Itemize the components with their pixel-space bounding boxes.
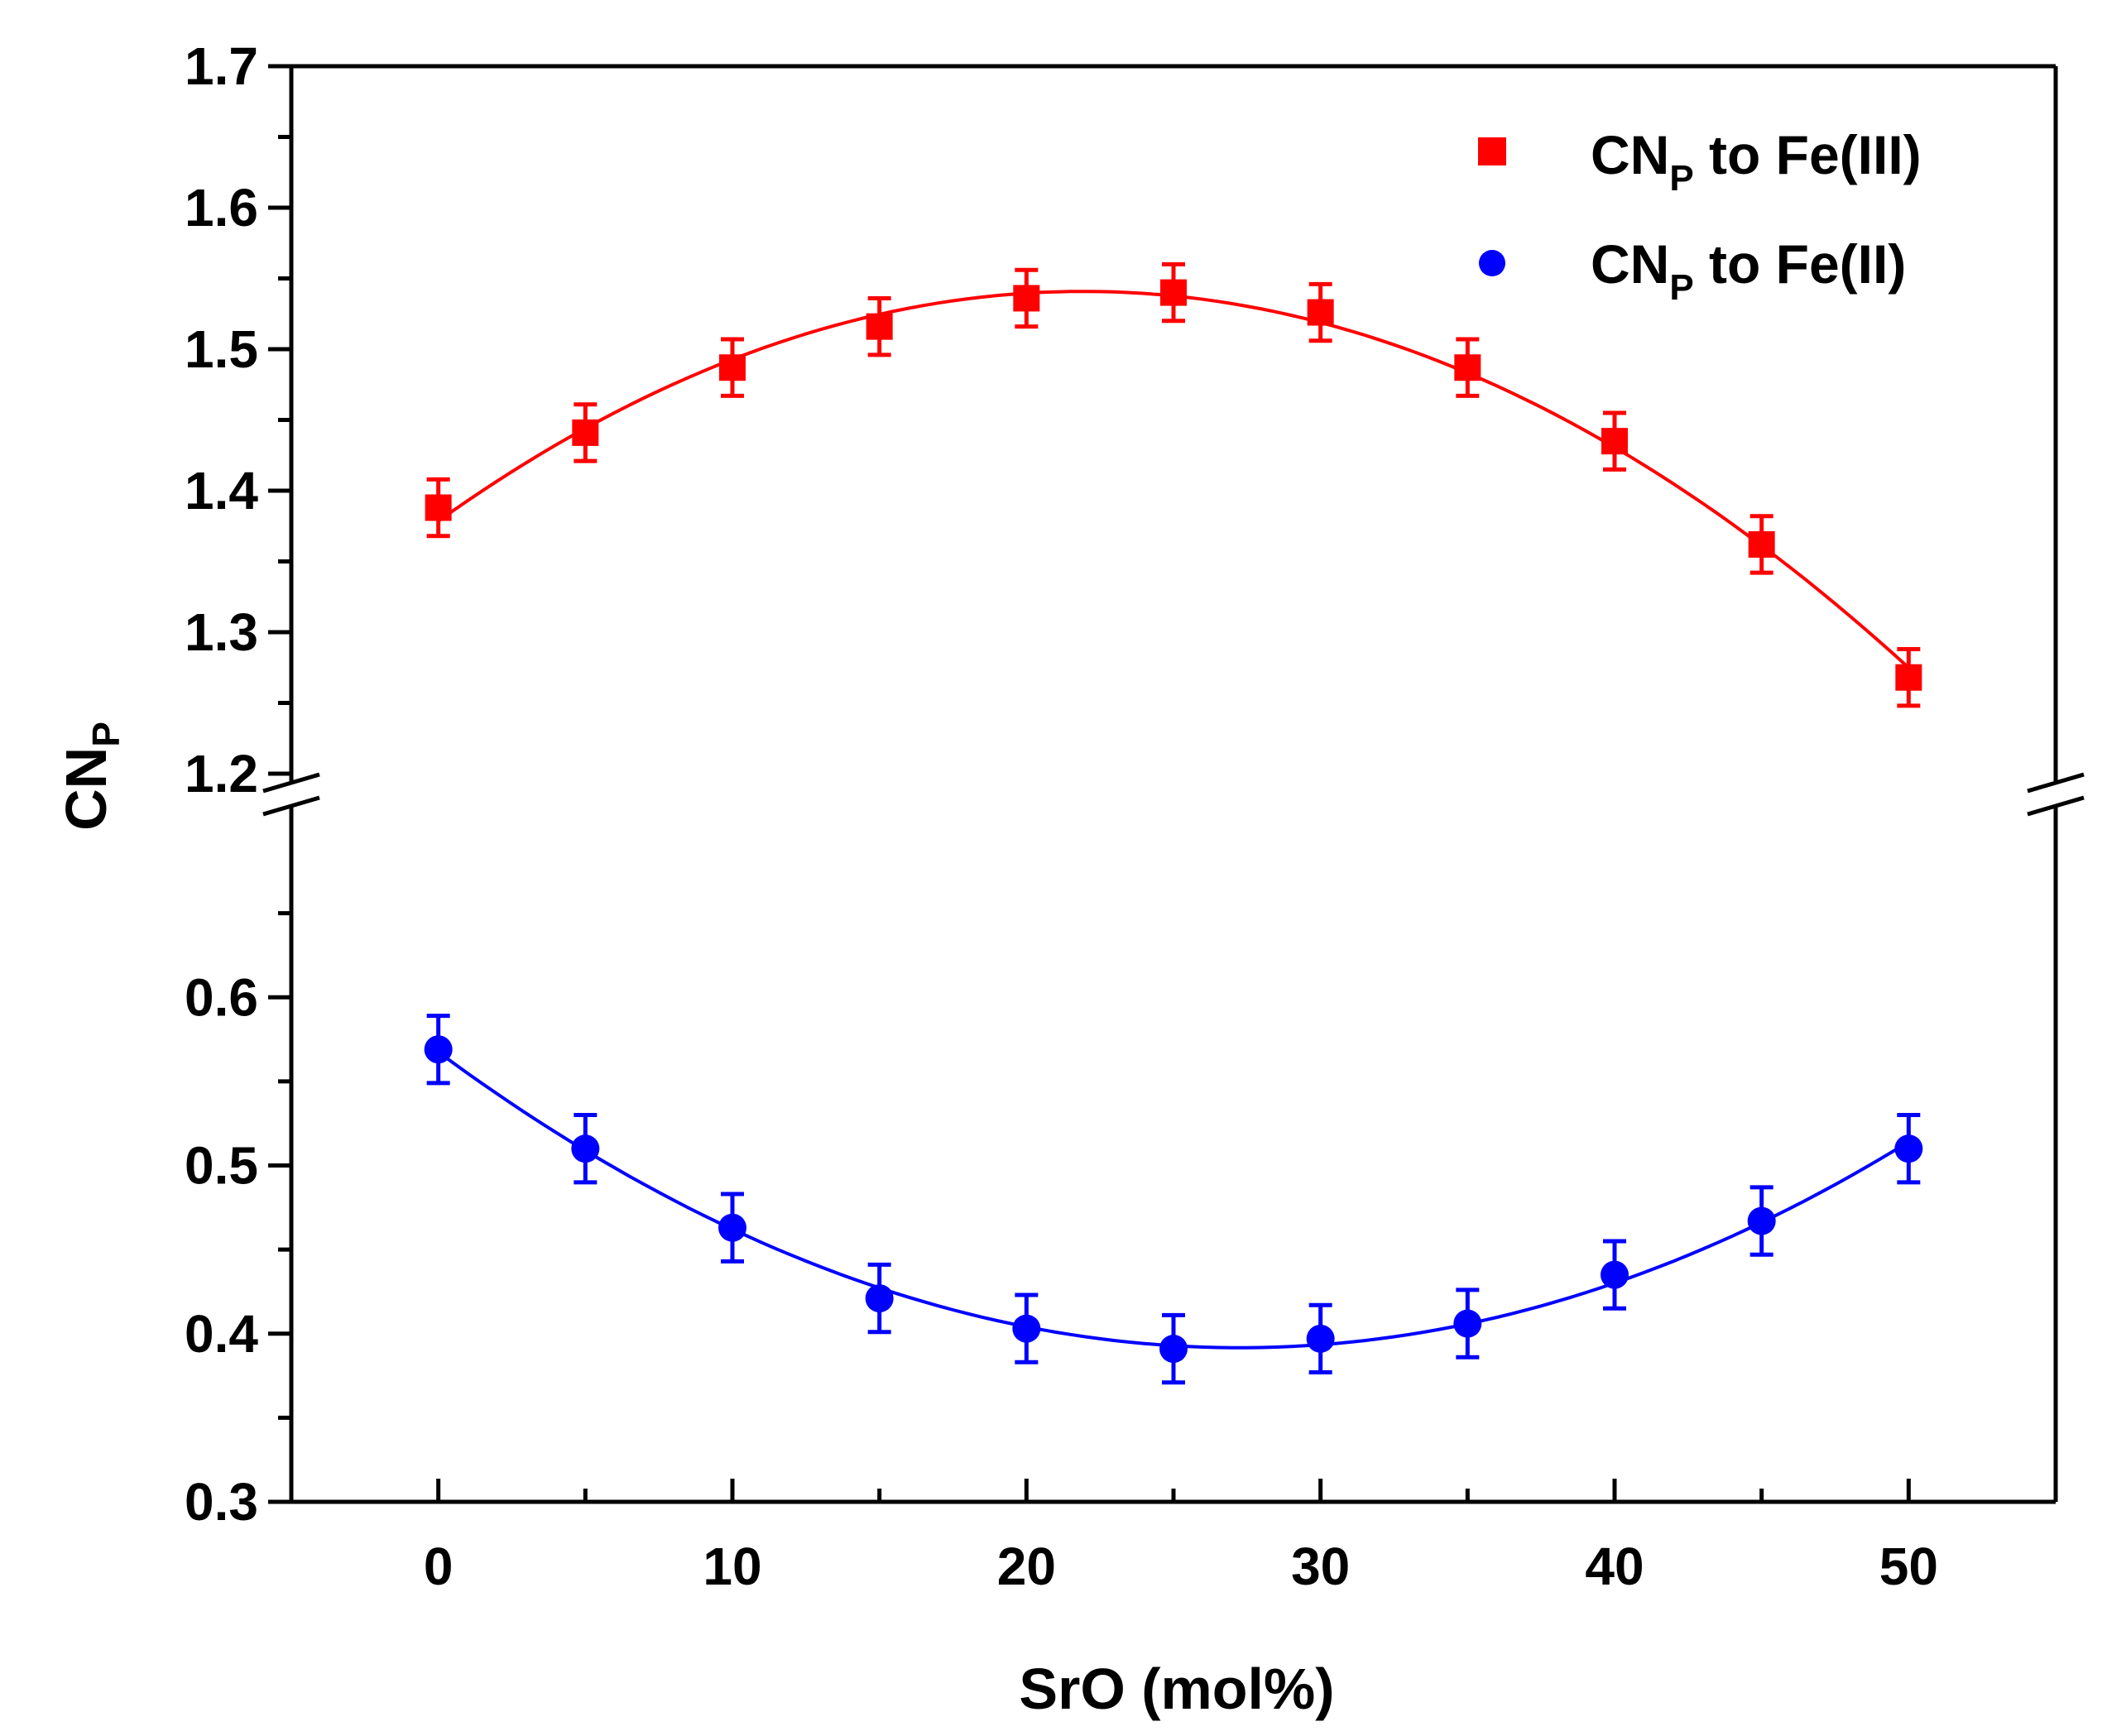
x-tick-label: 20	[997, 1537, 1056, 1596]
x-tick-label: 50	[1879, 1537, 1938, 1596]
data-point	[718, 1213, 746, 1242]
data-point	[571, 1134, 600, 1163]
legend-marker-fe2	[1479, 250, 1505, 276]
series-fe3	[425, 261, 1922, 708]
data-point	[866, 313, 893, 340]
data-point	[1748, 530, 1775, 558]
y-tick-label: 0.3	[185, 1472, 258, 1532]
data-point	[1747, 1206, 1776, 1235]
y-axis: 1.2 1.3 1.4 1.5 1.6 1.7 0.3 0.4 0.5 0.6	[185, 36, 291, 1532]
legend: CNP to Fe(III) CNP to Fe(II)	[1478, 124, 1922, 308]
data-point	[1895, 664, 1922, 691]
x-tick-label: 10	[703, 1537, 761, 1596]
axis-break-left-0	[262, 772, 320, 794]
svg-text:CNP: CNP	[54, 722, 127, 831]
y-axis-label-main: CN	[54, 747, 118, 831]
fit-line-fe3	[437, 290, 1910, 669]
axis-break-right-1	[2027, 795, 2085, 817]
series-fe2	[424, 1014, 1923, 1385]
data-point	[1601, 1260, 1629, 1289]
y-tick-label: 0.5	[185, 1136, 258, 1196]
y-axis-label-sub: P	[84, 722, 127, 747]
y-tick-label: 1.4	[185, 461, 258, 520]
fit-line-fe2	[437, 1050, 1910, 1350]
data-point	[1159, 1335, 1188, 1364]
data-point	[1013, 285, 1040, 312]
data-point	[1307, 299, 1334, 326]
data-point	[1160, 279, 1187, 306]
data-point	[1306, 1324, 1335, 1353]
y-tick-label: 0.6	[185, 967, 258, 1027]
data-point	[424, 1035, 453, 1064]
legend-label-fe3: CNP to Fe(III)	[1591, 124, 1922, 199]
data-point	[1454, 354, 1481, 381]
y-tick-label: 1.6	[185, 178, 258, 237]
legend-label-fe2: CNP to Fe(II)	[1591, 233, 1906, 308]
data-point	[425, 494, 452, 521]
legend-marker-fe3	[1478, 137, 1506, 165]
series-layer	[424, 261, 1923, 1385]
y-tick-label: 1.2	[185, 744, 258, 803]
x-tick-label: 0	[424, 1537, 454, 1596]
data-point	[1601, 428, 1628, 455]
y-tick-label: 0.4	[185, 1304, 258, 1364]
data-point	[1012, 1314, 1041, 1343]
y-axis-label: CNP	[54, 722, 127, 831]
data-point	[865, 1284, 894, 1313]
x-axis: 0 10 20 30 40 50	[424, 1479, 1938, 1596]
x-axis-label: SrO (mol%)	[1019, 1657, 1334, 1721]
y-tick-label: 1.7	[185, 36, 258, 96]
x-tick-label: 40	[1585, 1537, 1644, 1596]
data-point	[572, 419, 599, 446]
axis-break-left-1	[262, 795, 320, 817]
data-point	[1453, 1309, 1482, 1338]
data-point	[719, 354, 746, 381]
y-tick-label: 1.5	[185, 319, 258, 379]
y-tick-label: 1.3	[185, 602, 258, 662]
data-point	[1894, 1134, 1923, 1163]
x-tick-label: 30	[1291, 1537, 1350, 1596]
axis-break-right-0	[2027, 772, 2085, 794]
